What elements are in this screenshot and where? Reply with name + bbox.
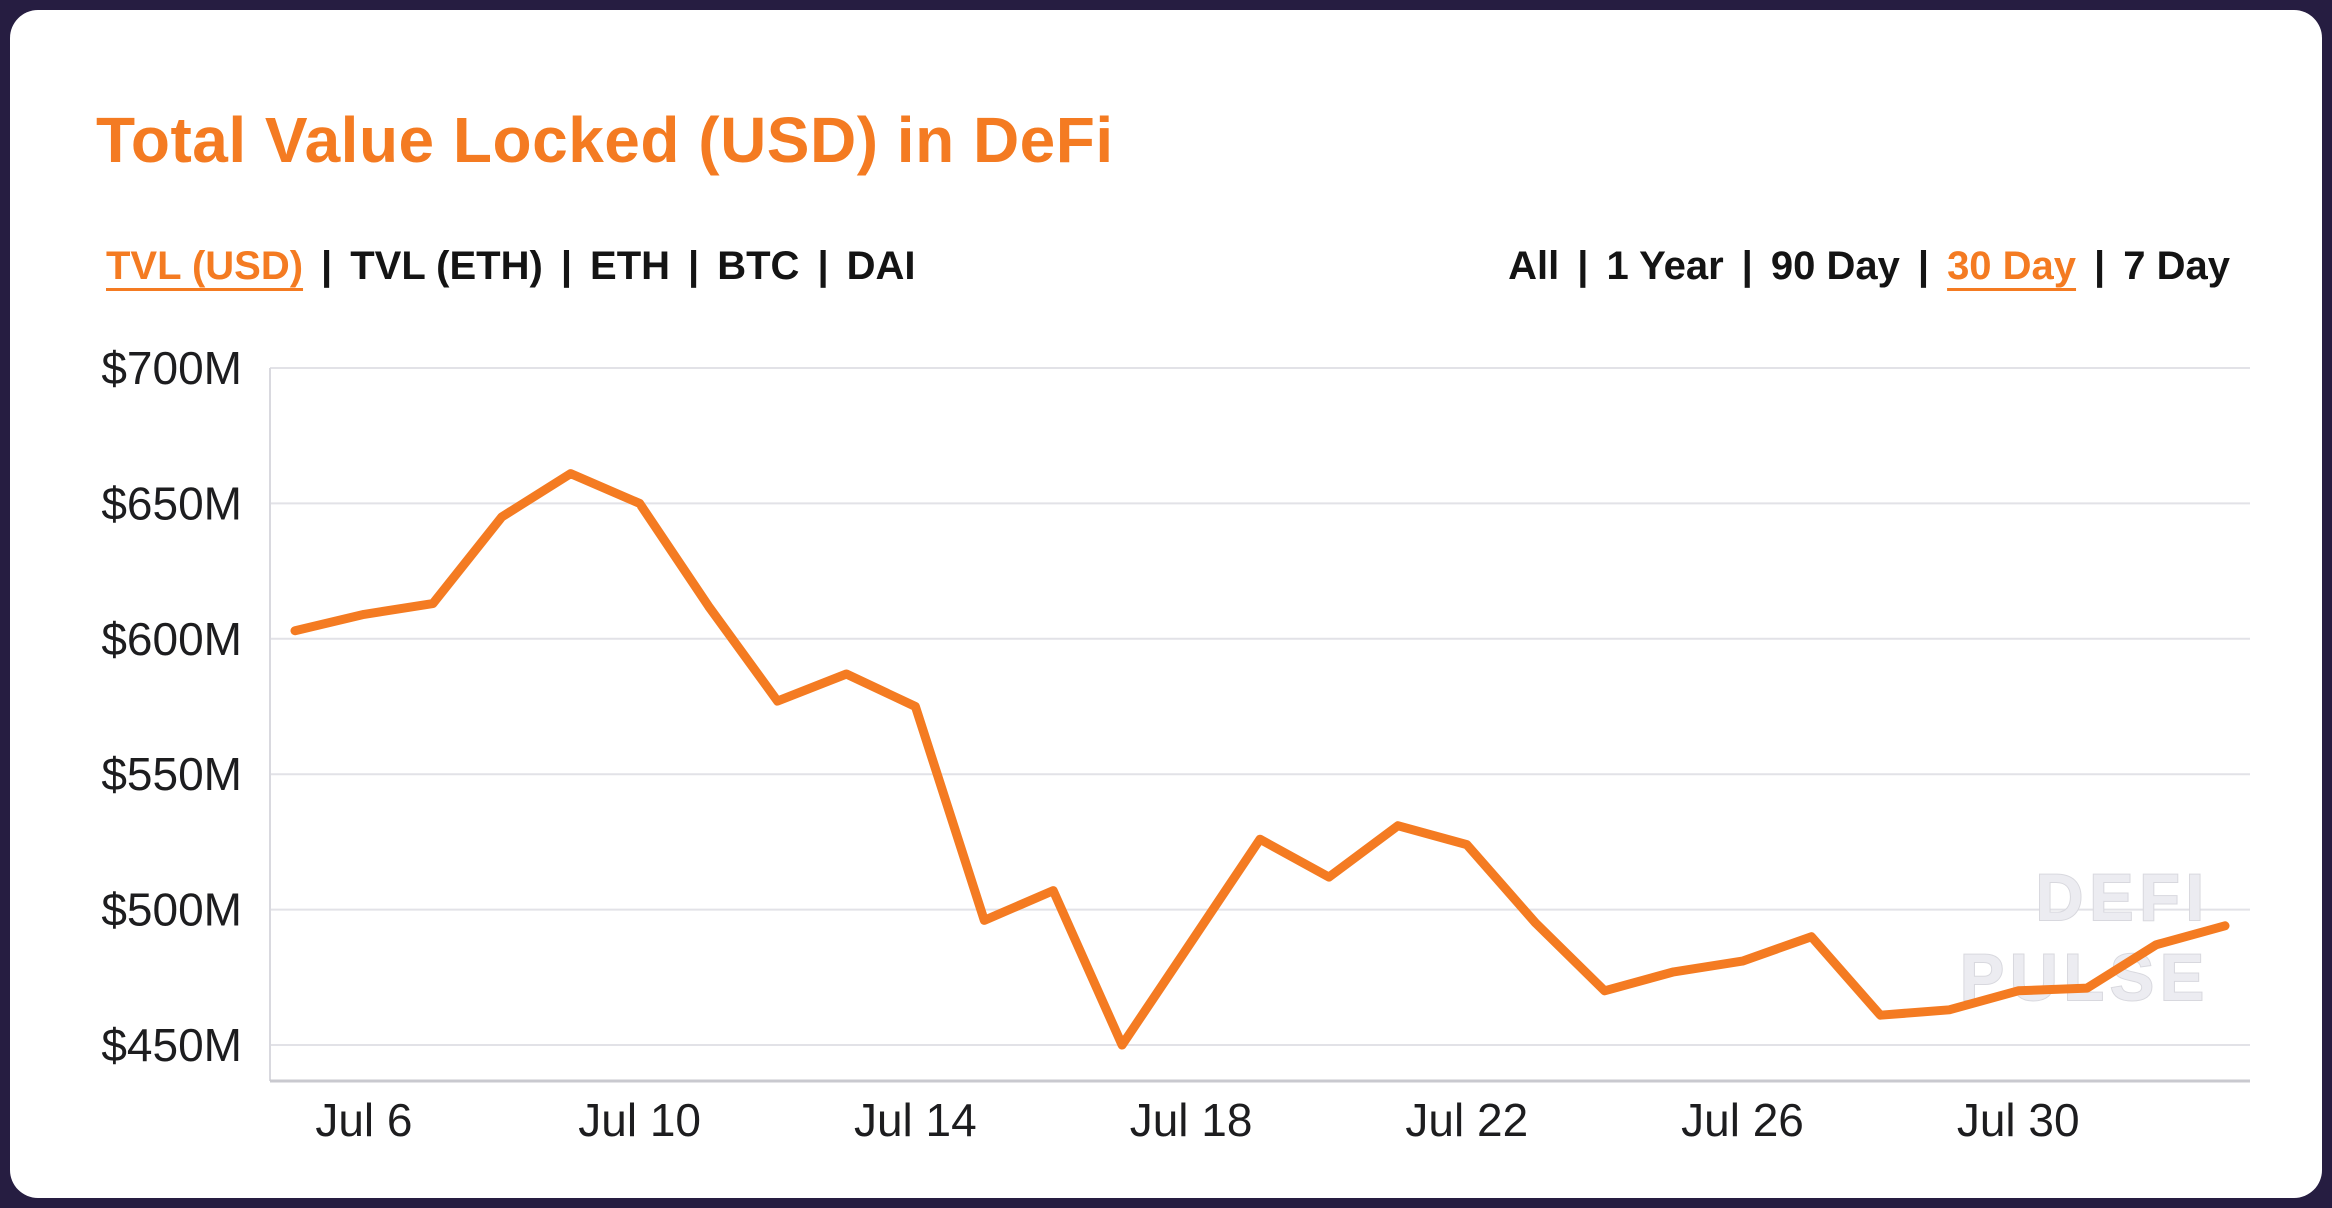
x-axis-label: Jul 18 [1130,1094,1253,1146]
y-axis-label: $600M [101,613,242,665]
chart-svg: $700M $650M $600M $550M $500M $450M Jul 6 Jul 1… [101,342,2250,1146]
tab-tvl-eth[interactable]: TVL (ETH) [350,244,543,288]
y-axis-label: $700M [101,342,242,394]
defi-pulse-watermark: PULSE [1960,940,2210,1014]
tab-dai[interactable]: DAI [846,244,916,288]
tab-separator: | [321,244,333,288]
y-axis-label: $550M [101,748,242,800]
tab-range-90-day[interactable]: 90 Day [1770,244,1900,288]
tvl-series-line[interactable] [290,469,2230,1050]
tab-eth[interactable]: ETH [590,244,671,288]
x-axis-label: Jul 14 [854,1094,977,1146]
range-tabs: All | 1 Year | 90 Day | 30 Day | 7 Day [1508,244,2230,289]
y-axis-label: $650M [101,477,242,529]
x-axis-label: Jul 22 [1405,1094,1528,1146]
tab-tvl-usd[interactable]: TVL (USD) [106,244,304,288]
tab-separator: | [1917,244,1930,288]
tab-range-all[interactable]: All [1508,244,1560,288]
tab-separator: | [1741,244,1753,288]
page-title: Total Value Locked (USD) in DeFi [96,103,1114,176]
tab-separator: | [688,244,700,288]
series-tabs: TVL (USD) | TVL (ETH) | ETH | BTC | DAI [106,244,916,289]
y-axis-label: $450M [101,1019,242,1071]
tab-separator: | [560,244,573,288]
tab-separator: | [2094,244,2106,288]
tab-range-7-day[interactable]: 7 Day [2123,244,2230,288]
defi-pulse-watermark: DEFI [2036,860,2210,934]
chart-card: Total Value Locked (USD) in DeFi TVL (US… [10,10,2322,1198]
tab-btc[interactable]: BTC [717,244,800,288]
tab-separator: | [1577,244,1589,288]
x-axis-label: Jul 30 [1957,1094,2080,1146]
x-axis-label: Jul 10 [578,1094,701,1146]
tvl-line-chart[interactable]: $700M $650M $600M $550M $500M $450M Jul 6 Jul 1… [80,328,2280,1168]
y-axis-label: $500M [101,884,242,936]
tab-range-1-year[interactable]: 1 Year [1606,244,1724,288]
x-axis-label: Jul 6 [315,1094,412,1146]
tab-range-30-day[interactable]: 30 Day [1947,244,2077,288]
x-axis-label: Jul 26 [1681,1094,1804,1146]
tab-separator: | [817,244,829,288]
